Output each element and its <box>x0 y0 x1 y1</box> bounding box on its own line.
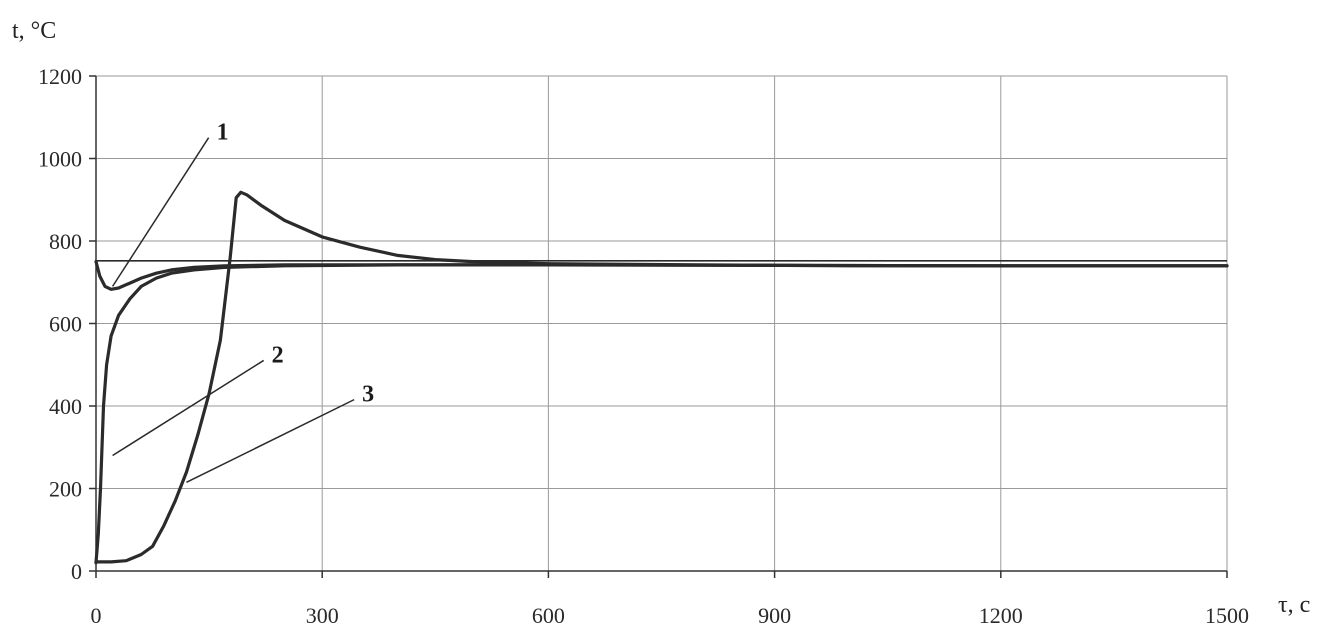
series-layer <box>94 190 1229 565</box>
y-tick-label: 1200 <box>38 64 82 89</box>
curve-label-3: 3 <box>362 382 374 408</box>
curve-labels: 1 2 3 <box>111 120 374 483</box>
x-tick-label: 600 <box>532 603 565 628</box>
series-line-2 <box>94 263 1229 565</box>
y-axis-label: t, °C <box>12 18 56 44</box>
tick-labels: 0 200 400 600 800 1000 1200 0 300 600 900 1200 1500 <box>38 64 1249 628</box>
x-tick-label: 1500 <box>1205 603 1249 628</box>
x-tick-label: 1200 <box>979 603 1023 628</box>
x-tick-label: 0 <box>91 603 102 628</box>
curve-leader-line <box>111 137 210 287</box>
axes <box>89 75 1228 578</box>
y-tick-label: 800 <box>49 229 82 254</box>
x-axis-label: τ, c <box>1278 592 1310 618</box>
grid-lines <box>96 75 1228 571</box>
curve-label-1: 1 <box>217 120 229 146</box>
y-tick-label: 1000 <box>38 147 82 172</box>
y-tick-label: 400 <box>49 394 82 419</box>
y-tick-label: 600 <box>49 312 82 337</box>
x-tick-label: 300 <box>306 603 339 628</box>
y-tick-label: 0 <box>71 559 82 584</box>
curve-leader-line <box>112 359 265 457</box>
curve-leader-line <box>186 398 355 483</box>
series-line-3 <box>94 190 1229 564</box>
x-tick-label: 900 <box>758 603 791 628</box>
y-tick-label: 200 <box>49 477 82 502</box>
curve-label-2: 2 <box>272 342 284 368</box>
